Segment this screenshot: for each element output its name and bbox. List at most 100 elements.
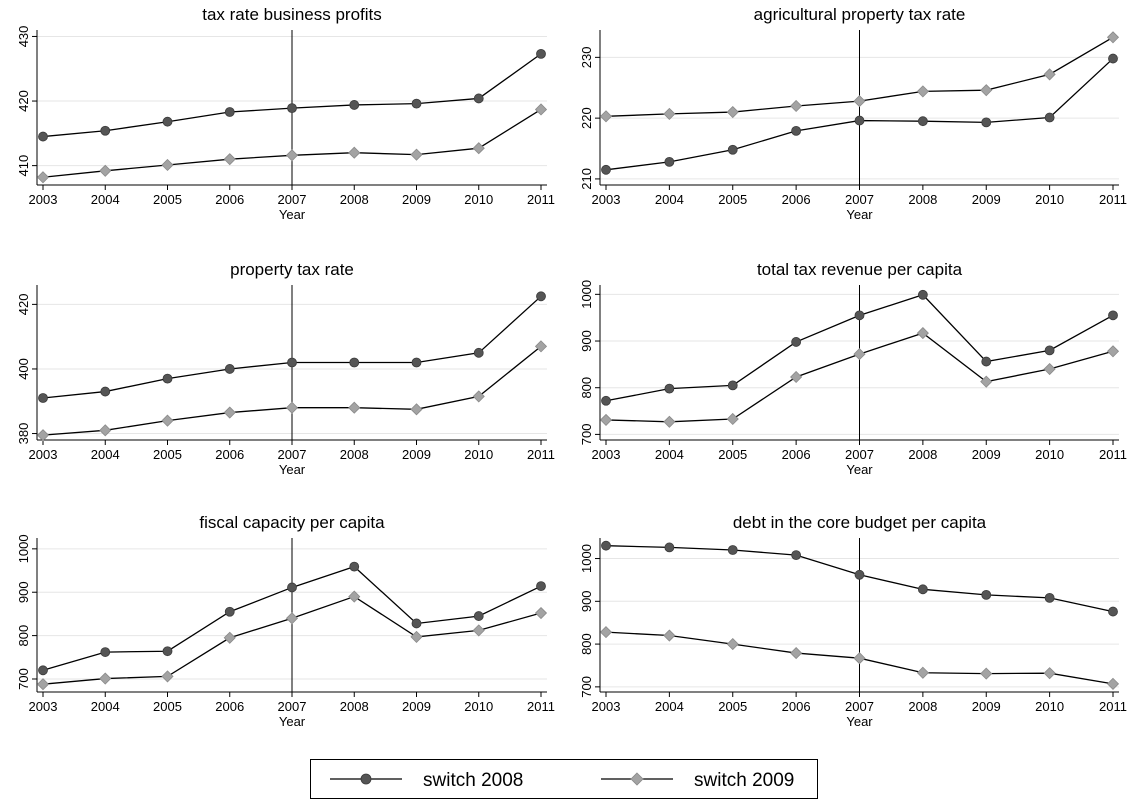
x-tick-label: 2003: [29, 447, 58, 462]
data-point-circle: [917, 289, 928, 300]
data-point-circle: [162, 646, 173, 657]
data-point-circle: [287, 582, 297, 593]
data-point-diamond: [916, 85, 929, 98]
x-axis-label: Year: [846, 714, 873, 729]
data-point-diamond: [348, 401, 361, 414]
data-point-diamond: [348, 146, 361, 159]
chart-panel-1: 410 420 430 2003 2004 2005 2006 2007 2008 2009 201…: [16, 5, 555, 222]
data-point-circle: [224, 606, 235, 617]
x-tick-label: 2005: [153, 192, 182, 207]
x-tick-label: 2008: [908, 699, 937, 714]
data-point-circle: [473, 611, 484, 621]
y-tick-label: 430: [16, 26, 31, 48]
data-point-circle: [287, 103, 297, 114]
data-point-diamond: [534, 340, 548, 353]
data-point-circle: [38, 131, 48, 142]
y-tick-label: 700: [579, 676, 594, 698]
legend-label-switch-2008: switch 2008: [423, 770, 523, 791]
y-tick-label: 900: [579, 590, 594, 612]
data-point-circle: [1044, 592, 1055, 603]
y-tick-label: 900: [16, 581, 31, 603]
x-tick-label: 2009: [402, 192, 431, 207]
x-tick-label: 2004: [91, 192, 120, 207]
data-point-circle: [601, 540, 611, 551]
x-tick-label: 2011: [527, 192, 555, 207]
x-tick-label: 2011: [1099, 699, 1127, 714]
data-point-diamond: [726, 105, 739, 119]
data-point-diamond: [223, 153, 236, 166]
data-point-diamond: [285, 612, 299, 625]
y-tick-label: 900: [579, 330, 594, 352]
data-point-diamond: [161, 670, 174, 683]
x-tick-label: 2010: [464, 192, 493, 207]
data-point-diamond: [161, 158, 174, 172]
data-point-diamond: [534, 103, 548, 116]
data-point-diamond: [472, 624, 485, 637]
data-point-diamond: [663, 415, 676, 428]
data-point-diamond: [534, 606, 548, 620]
x-tick-label: 2010: [464, 699, 493, 714]
x-tick-label: 2011: [527, 699, 555, 714]
x-tick-label: 2006: [215, 447, 244, 462]
data-point-circle: [791, 126, 802, 136]
x-tick-label: 2005: [718, 699, 747, 714]
chart-title: debt in the core budget per capita: [733, 513, 987, 532]
data-point-circle: [287, 357, 297, 368]
x-tick-label: 2006: [782, 192, 811, 207]
x-tick-label: 2007: [278, 447, 307, 462]
x-tick-label: 2009: [972, 192, 1001, 207]
data-point-circle: [349, 357, 360, 368]
data-point-diamond: [726, 412, 739, 426]
x-tick-label: 2010: [1035, 699, 1064, 714]
data-point-diamond: [916, 327, 929, 340]
x-tick-label: 2004: [655, 699, 684, 714]
y-tick-label: 410: [16, 155, 31, 177]
data-point-circle: [791, 550, 802, 561]
data-point-diamond: [36, 678, 50, 691]
x-tick-label: 2006: [782, 447, 811, 462]
data-point-diamond: [916, 666, 929, 679]
data-point-diamond: [99, 672, 112, 685]
x-tick-label: 2010: [1035, 192, 1064, 207]
x-tick-label: 2011: [527, 447, 555, 462]
data-point-circle: [601, 164, 611, 175]
data-point-circle: [917, 584, 928, 595]
data-point-circle: [664, 157, 675, 167]
data-point-diamond: [223, 406, 236, 419]
y-tick-label: 800: [16, 625, 31, 647]
data-point-diamond: [1106, 345, 1120, 358]
x-tick-label: 2006: [215, 699, 244, 714]
x-tick-label: 2005: [718, 447, 747, 462]
y-tick-label: 700: [16, 668, 31, 690]
x-tick-label: 2007: [845, 699, 874, 714]
y-tick-label: 700: [579, 424, 594, 446]
y-tick-label: 800: [579, 633, 594, 655]
data-point-circle: [791, 337, 802, 347]
data-point-diamond: [599, 110, 613, 123]
x-tick-label: 2005: [153, 699, 182, 714]
chart-panel-6: 700 800 900 1000 2003 2004 2005 2006 2007 2008 200…: [579, 513, 1127, 729]
x-tick-label: 2005: [718, 192, 747, 207]
data-point-circle: [1108, 310, 1118, 321]
x-tick-label: 2011: [1099, 192, 1127, 207]
data-point-circle: [536, 48, 546, 59]
x-tick-label: 2003: [592, 699, 621, 714]
data-point-diamond: [161, 414, 174, 427]
data-point-circle: [727, 545, 738, 555]
data-point-diamond: [36, 429, 50, 442]
x-axis-label: Year: [279, 207, 306, 222]
x-tick-label: 2005: [153, 447, 182, 462]
data-point-diamond: [1043, 667, 1056, 680]
data-point-circle: [536, 581, 546, 592]
x-tick-label: 2008: [340, 699, 369, 714]
data-point-circle: [411, 618, 422, 629]
data-point-circle: [1044, 345, 1055, 356]
data-point-circle: [727, 380, 738, 391]
data-point-circle: [411, 357, 422, 368]
data-point-diamond: [790, 99, 803, 113]
data-point-circle: [854, 310, 865, 321]
data-point-diamond: [980, 667, 993, 680]
data-point-diamond: [99, 164, 112, 177]
data-point-circle: [981, 117, 992, 128]
chart-title: total tax revenue per capita: [757, 260, 963, 279]
